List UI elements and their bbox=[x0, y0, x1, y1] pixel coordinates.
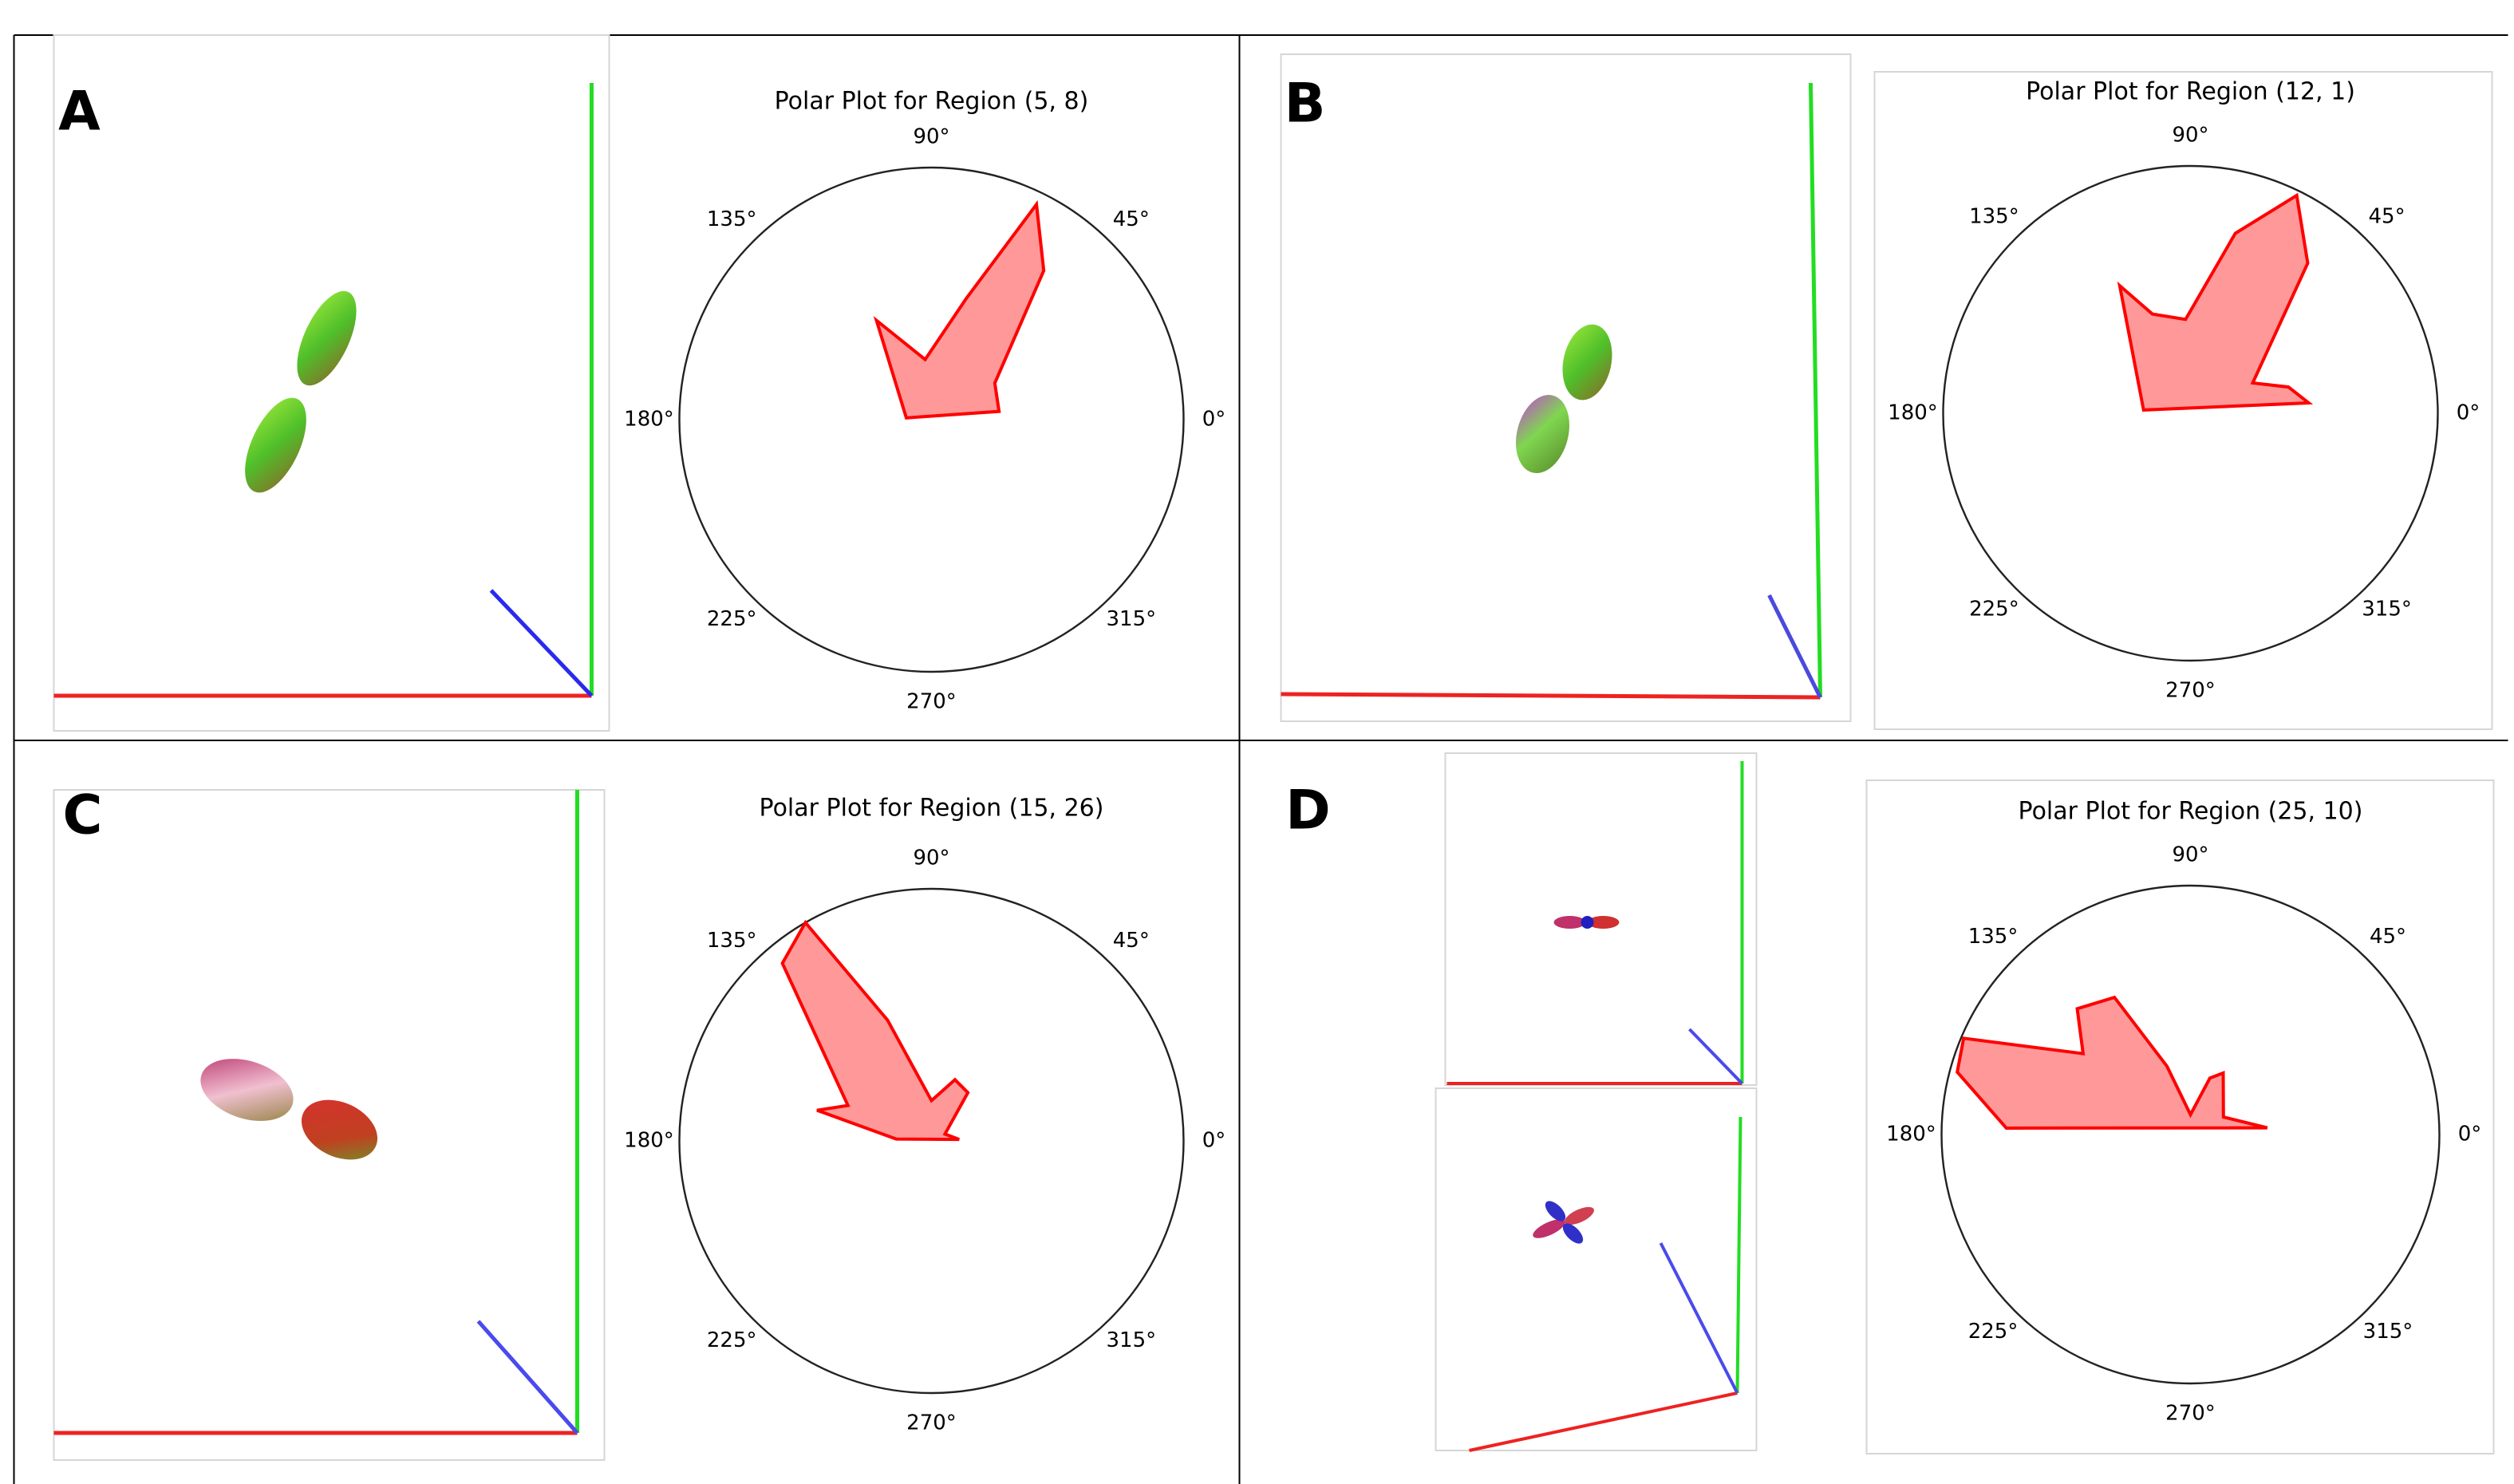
angle-tick-label: 45° bbox=[2370, 925, 2406, 949]
angle-tick-label: 315° bbox=[2363, 1320, 2413, 1344]
chart-title: Polar Plot for Region (12, 1) bbox=[2026, 78, 2355, 106]
axis-z-3d bbox=[491, 590, 592, 696]
angle-tick-label: 0° bbox=[1202, 408, 1226, 432]
axis-z-3d bbox=[1661, 1243, 1738, 1393]
angle-tick-label: 135° bbox=[1969, 204, 2019, 228]
glyph-lobe bbox=[232, 389, 318, 501]
angle-tick-label: 90° bbox=[913, 125, 949, 149]
angle-tick-label: 225° bbox=[1968, 1320, 2019, 1344]
glyph-lobe bbox=[292, 1088, 387, 1171]
render-a bbox=[54, 35, 610, 731]
glyph-lobe bbox=[285, 282, 369, 394]
angle-tick-label: 315° bbox=[1106, 607, 1156, 631]
frame bbox=[14, 35, 2508, 1484]
angle-tick-label: 225° bbox=[707, 607, 757, 631]
angle-tick-label: 45° bbox=[2369, 204, 2405, 228]
angle-tick-label: 180° bbox=[624, 408, 674, 432]
angle-tick-label: 45° bbox=[1113, 929, 1150, 953]
angle-tick-label: 225° bbox=[1969, 598, 2019, 622]
angle-tick-label: 180° bbox=[1886, 1123, 1936, 1147]
angle-tick-label: 180° bbox=[624, 1129, 674, 1153]
panel-label: A bbox=[58, 81, 101, 144]
angle-tick-label: 90° bbox=[2172, 843, 2208, 867]
polar-area bbox=[2120, 195, 2309, 410]
glyph-lobe bbox=[1581, 916, 1594, 929]
render-box bbox=[1281, 54, 1851, 721]
axis-z-3d bbox=[1690, 1029, 1742, 1083]
angle-tick-label: 135° bbox=[707, 929, 757, 953]
chart-title: Polar Plot for Region (25, 10) bbox=[2019, 798, 2363, 826]
polar-frame bbox=[1942, 886, 2440, 1383]
axis-x-3d bbox=[1281, 694, 1821, 697]
angle-tick-label: 225° bbox=[707, 1328, 757, 1352]
panel-label: D bbox=[1285, 779, 1330, 843]
chart-title: Polar Plot for Region (5, 8) bbox=[775, 88, 1089, 116]
panel-label: B bbox=[1285, 73, 1326, 136]
polar-area bbox=[1957, 997, 2267, 1128]
figure: A B C D Polar Plot for Region (5, 8) 0° 45… bbox=[0, 0, 2514, 1484]
polar-area bbox=[783, 922, 969, 1139]
angle-tick-label: 0° bbox=[2457, 401, 2480, 425]
axis-y-3d bbox=[1811, 83, 1821, 697]
glyph-lobe bbox=[192, 1048, 301, 1132]
angle-tick-label: 0° bbox=[1202, 1129, 1226, 1153]
angle-tick-label: 135° bbox=[1968, 925, 2019, 949]
angle-tick-label: 270° bbox=[2165, 679, 2216, 703]
angle-tick-label: 180° bbox=[1888, 401, 1938, 425]
angle-tick-label: 315° bbox=[1106, 1328, 1156, 1352]
render-d bbox=[1436, 753, 1757, 1450]
polar-frame bbox=[680, 889, 1184, 1393]
angle-tick-label: 45° bbox=[1113, 207, 1150, 231]
angle-tick-label: 0° bbox=[2458, 1123, 2482, 1147]
angle-tick-label: 270° bbox=[906, 690, 957, 714]
panel-label: C bbox=[63, 784, 103, 847]
axis-x-3d bbox=[1470, 1393, 1738, 1450]
polar-frame bbox=[1944, 166, 2438, 661]
angle-tick-label: 315° bbox=[2362, 598, 2412, 622]
render-c bbox=[54, 790, 605, 1460]
polar-area bbox=[877, 204, 1044, 418]
chart-title: Polar Plot for Region (15, 26) bbox=[760, 795, 1104, 823]
polar-frame bbox=[680, 168, 1184, 672]
axis-y-3d bbox=[1738, 1117, 1741, 1393]
angle-tick-label: 90° bbox=[913, 847, 949, 870]
axis-z-3d bbox=[479, 1321, 578, 1433]
angle-tick-label: 90° bbox=[2172, 124, 2208, 148]
glyph-lobe bbox=[1508, 389, 1578, 479]
render-box bbox=[1436, 1088, 1757, 1450]
angle-tick-label: 270° bbox=[906, 1411, 957, 1435]
glyph-lobe bbox=[1556, 320, 1619, 405]
angle-tick-label: 135° bbox=[707, 207, 757, 231]
axis-z-3d bbox=[1770, 595, 1821, 697]
angle-tick-label: 270° bbox=[2165, 1402, 2216, 1426]
render-b bbox=[1281, 54, 1851, 721]
